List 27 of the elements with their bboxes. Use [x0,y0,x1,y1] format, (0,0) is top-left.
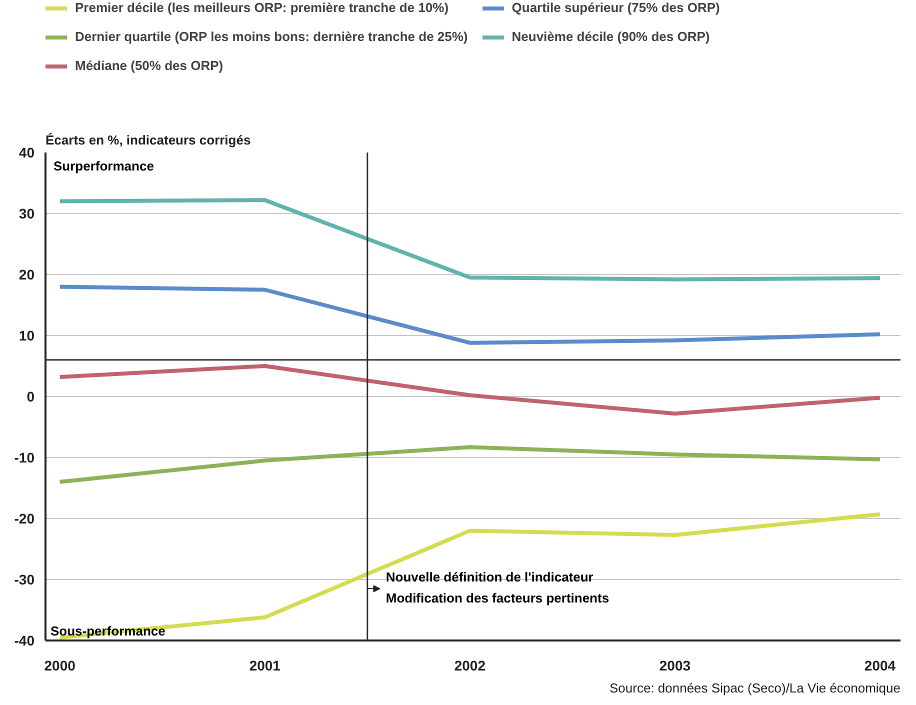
ref-line-label: Nouvelle définition de l'indicateur Modification des facteurs pertinents [386,570,610,606]
y-tick-label: -10 [14,450,35,466]
legend-label: Premier décile (les meilleurs ORP: première tranche de 10%) [75,0,449,15]
x-tick-label: 2002 [454,658,486,674]
y-tick-label: 40 [18,144,35,160]
y-axis-title: Écarts en %, indicateurs corrigés [46,132,251,148]
legend-label: Quartile supérieur (75% des ORP) [512,0,720,15]
y-tick-label: 10 [18,328,35,344]
source-note: Source: données Sipac (Seco)/La Vie économique [610,680,901,696]
line-series [58,198,882,282]
line-series [58,445,882,484]
y-tick-label: -40 [14,632,35,648]
legend-label: Médiane (50% des ORP) [75,58,224,73]
x-tick-label: 2004 [864,658,896,674]
x-tick-label: 2001 [249,658,281,674]
y-tick-label: -20 [14,510,35,526]
line-series [58,284,882,345]
legend-label: Neuvième décile (90% des ORP) [512,29,710,44]
annotation: Surperformance [54,158,154,174]
y-tick-label: -30 [14,572,35,588]
x-tick-label: 2003 [659,658,691,674]
y-tick-label: 30 [18,206,35,222]
legend-label: Dernier quartile (ORP les moins bons: dernière tranche de 25%) [75,29,468,44]
y-tick-label: 20 [18,266,35,282]
y-tick-label: 0 [26,388,35,404]
line-series [58,364,882,416]
x-tick-label: 2000 [44,658,76,674]
